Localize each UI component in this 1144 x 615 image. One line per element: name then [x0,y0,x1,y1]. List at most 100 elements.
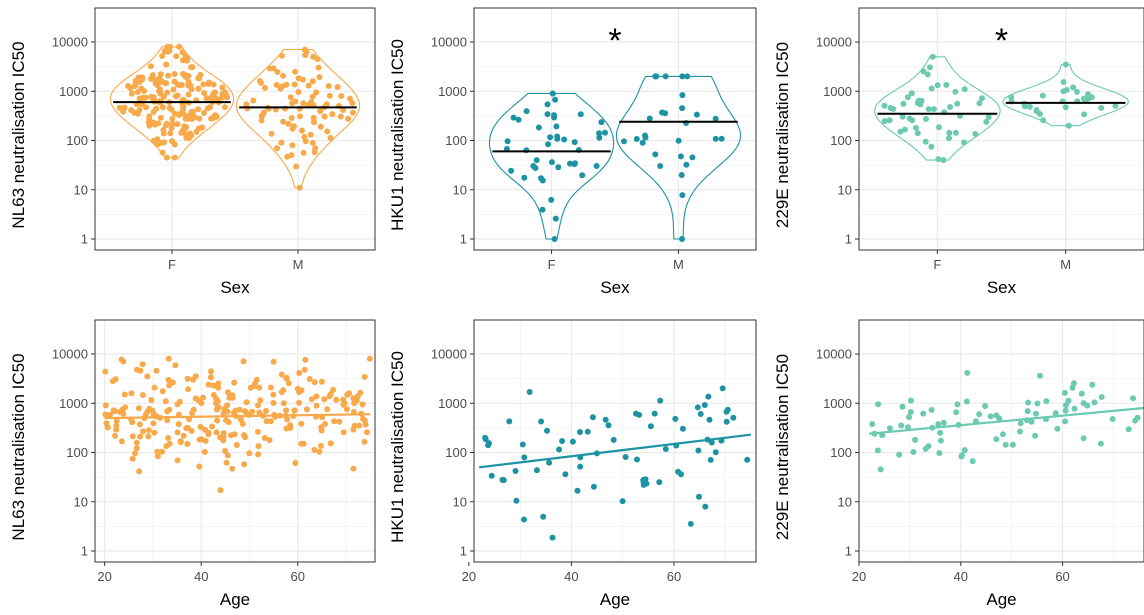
nl63-age-point [217,434,224,441]
hku1-sex-point [596,130,603,137]
nl63-age-point [172,362,179,369]
nl63-sex-point [178,81,185,88]
nl63-age-point [280,400,287,407]
229e-sex-point [936,124,942,131]
nl63-age-point [311,379,318,386]
nl63-age-point [129,419,136,426]
nl63-sex-point [131,109,138,116]
nl63-age-point [175,421,182,428]
nl63-age-point [162,398,169,405]
nl63-age-point [208,368,214,375]
hku1-sex-point [533,157,540,164]
hku1-sex-point [571,139,578,146]
hku1-age-point [730,414,737,421]
nl63-age-point [107,411,113,418]
nl63-sex-ytick-label: 1000 [59,84,88,99]
hku1-sex-violin-M [615,75,742,240]
hku1-sex-ytick-label: 10000 [431,35,467,50]
hku1-age-point [590,483,597,490]
nl63-age-point [241,461,248,468]
229e-sex-point [904,94,911,101]
nl63-sex-point [163,61,170,68]
nl63-sex-point [134,89,141,95]
hku1-age-point [569,438,576,445]
229e-age-ytick-label: 1 [845,544,852,559]
nl63-sex-point [291,81,298,88]
nl63-age-point [159,388,166,395]
229e-age-ytick-label: 1000 [823,396,852,411]
229e-age-frame [858,319,1144,563]
nl63-sex-point [169,138,176,145]
nl63-age-point [120,358,127,365]
hku1-sex-point [532,165,539,171]
hku1-age-plot-area [474,320,756,562]
hku1-age-point [706,416,713,423]
229e-sex-xtick-label: F [933,257,941,272]
nl63-sex-point [301,133,308,140]
nl63-age-point [302,356,309,363]
229e-sex-point [930,106,937,113]
hku1-sex-xtick-label: M [673,257,684,272]
nl63-sex-point [131,83,138,89]
hku1-age-point [584,428,591,435]
hku1-sex-point [553,123,560,130]
nl63-age-point [231,431,238,438]
229e-age-point [958,453,965,460]
nl63-sex-point [262,84,268,91]
hku1-age-xlabel: Age [600,590,630,609]
nl63-sex-point [334,84,341,90]
nl63-sex-point [180,71,186,77]
hku1-sex-point [718,135,725,142]
nl63-sex-point [295,89,302,95]
229e-age-point [1125,426,1132,433]
nl63-sex-point [297,113,304,120]
229e-sex-point [1060,88,1067,95]
229e-sex-point [881,102,888,109]
229e-sex-significance: * [995,22,1008,60]
hku1-age-point [705,393,712,400]
nl63-age-point [165,355,172,362]
229e-sex-frame [858,7,1144,251]
229e-age-point [1098,394,1105,400]
nl63-sex-point [310,53,317,60]
nl63-sex-point [268,130,275,137]
nl63-sex-xtick-label: F [168,257,176,272]
229e-sex-point [920,68,927,75]
229e-age-point [1065,397,1072,404]
hku1-sex-point [561,136,568,143]
229e-age-point [976,411,983,418]
nl63-age-point [184,440,191,447]
nl63-age-point [190,376,197,383]
nl63-age-point [364,429,370,436]
nl63-age-point [237,416,244,423]
nl63-age-point [197,423,204,430]
nl63-sex-point [195,106,202,113]
229e-age-point [1089,381,1096,388]
229e-age-point [1091,399,1098,406]
nl63-age-point [270,400,277,406]
hku1-age-point [619,498,626,505]
nl63-age-point [220,410,227,417]
nl63-age-point [278,371,285,378]
hku1-sex-point [538,175,544,182]
nl63-age-point [223,459,230,466]
nl63-age-point [240,358,247,365]
nl63-sex-point [147,63,154,70]
nl63-age-point [249,408,256,415]
nl63-sex-point [185,91,192,98]
hku1-age-point [559,438,566,444]
229e-age-point [969,458,976,465]
nl63-sex-point [250,97,257,104]
229e-sex-ylabel: 229E neutralisation IC50 [773,42,792,228]
hku1-age-point [719,385,726,392]
nl63-sex-point [159,149,166,156]
nl63-age-point [298,420,305,427]
nl63-age-point [246,450,253,457]
nl63-sex-point [184,55,191,62]
hku1-age-point [521,516,527,523]
nl63-age-point [343,406,350,413]
229e-sex-point [940,157,947,164]
229e-age-point [869,421,876,427]
229e-age-point [1032,432,1039,439]
